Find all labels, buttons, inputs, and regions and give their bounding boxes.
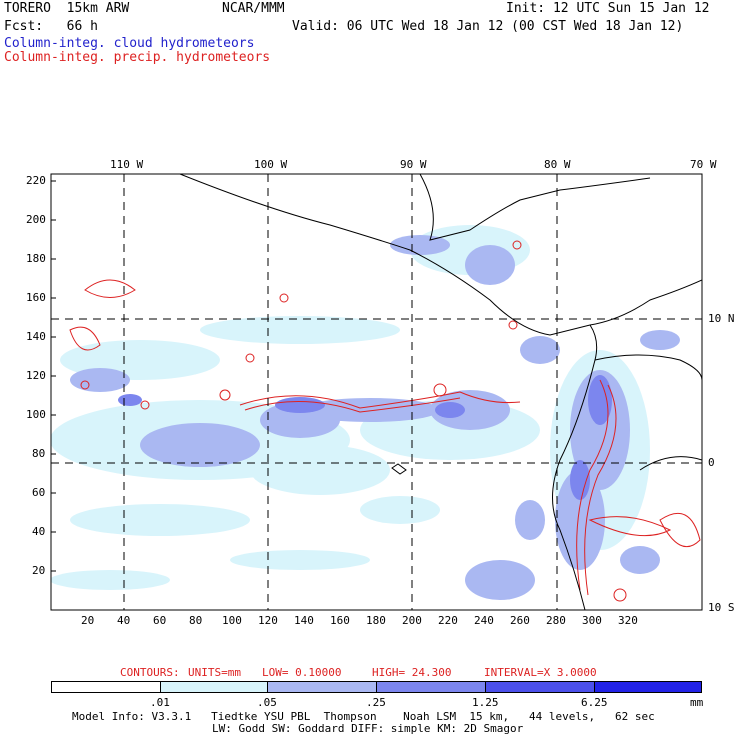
lon-label-80w: 80 W	[544, 158, 571, 171]
legend-swatch-1	[160, 681, 268, 693]
x-tick: 300	[582, 614, 602, 627]
model-info-line2: LW: Godd SW: Goddard DIFF: simple KM: 2D…	[212, 722, 524, 735]
contour-interval: INTERVAL=X 3.0000	[484, 666, 597, 679]
x-tick: 260	[510, 614, 530, 627]
legend-swatch-0	[51, 681, 161, 693]
y-tick: 80	[32, 447, 46, 460]
y-tick: 200	[26, 213, 46, 226]
init-time: Init: 12 UTC Sun 15 Jan 12	[506, 1, 710, 16]
lon-label-110w: 110 W	[110, 158, 144, 171]
forecast-hour: Fcst: 66 h	[4, 19, 98, 34]
model-info-line1: Model Info: V3.3.1 Tiedtke YSU PBL Thomp…	[72, 710, 655, 723]
legend-label: 1.25	[472, 696, 499, 709]
lat-lon-grid	[51, 174, 702, 610]
legend-label: .05	[257, 696, 277, 709]
x-tick: 240	[474, 614, 494, 627]
y-tick: 160	[26, 291, 46, 304]
legend-swatch-4	[485, 681, 595, 693]
lat-label-10n: 10 N	[708, 312, 735, 325]
y-axis-ticks	[51, 180, 56, 572]
x-tick: 40	[117, 614, 131, 627]
y-tick: 40	[32, 525, 46, 538]
legend-swatch-3	[376, 681, 486, 693]
x-tick: 220	[438, 614, 458, 627]
cloud-medium-areas	[70, 235, 680, 600]
legend-label: 6.25	[581, 696, 608, 709]
contour-units: UNITS=mm	[188, 666, 241, 679]
y-tick: 120	[26, 369, 46, 382]
x-tick: 140	[294, 614, 314, 627]
legend-unit: mm	[690, 696, 704, 709]
model-title: TORERO 15km ARW	[4, 1, 130, 16]
organization-label: NCAR/MMM	[222, 1, 285, 16]
y-tick: 220	[26, 174, 46, 187]
coastlines	[179, 174, 702, 610]
contour-high: HIGH= 24.300	[372, 666, 452, 679]
y-tick: 180	[26, 252, 46, 265]
legend-swatch-2	[267, 681, 377, 693]
contour-low: LOW= 0.10000	[262, 666, 342, 679]
contours-label: CONTOURS:	[120, 666, 180, 679]
x-tick: 20	[81, 614, 95, 627]
lon-label-70w: 70 W	[690, 158, 717, 171]
y-tick: 140	[26, 330, 46, 343]
cloud-heavy-areas	[118, 375, 612, 500]
lat-label-10s: 10 S	[708, 601, 735, 614]
legend-label: .25	[366, 696, 386, 709]
legend-label: .01	[150, 696, 170, 709]
x-tick: 60	[153, 614, 167, 627]
map-frame	[50, 173, 703, 611]
x-tick: 200	[402, 614, 422, 627]
x-tick: 100	[222, 614, 242, 627]
x-tick: 80	[189, 614, 203, 627]
x-tick: 120	[258, 614, 278, 627]
y-tick: 20	[32, 564, 46, 577]
lon-label-90w: 90 W	[400, 158, 427, 171]
x-tick: 320	[618, 614, 638, 627]
y-tick: 100	[26, 408, 46, 421]
lat-label-0: 0	[708, 456, 715, 469]
x-tick: 280	[546, 614, 566, 627]
legend-swatch-5	[594, 681, 702, 693]
x-tick: 160	[330, 614, 350, 627]
y-tick: 60	[32, 486, 46, 499]
precip-contours	[69, 240, 701, 602]
cloud-field-label: Column-integ. cloud hydrometeors	[4, 36, 255, 51]
valid-time: Valid: 06 UTC Wed 18 Jan 12 (00 CST Wed …	[292, 19, 684, 34]
lon-label-100w: 100 W	[254, 158, 288, 171]
precip-field-label: Column-integ. precip. hydrometeors	[4, 50, 271, 65]
x-tick: 180	[366, 614, 386, 627]
